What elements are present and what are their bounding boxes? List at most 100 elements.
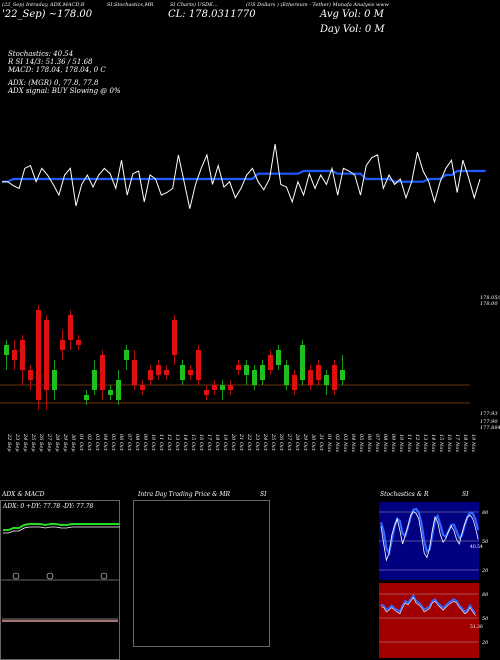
- date-label: 26 Oct: [278, 433, 284, 452]
- date-label: 31 Oct: [318, 434, 324, 452]
- mrsi-line-chart: [2, 144, 486, 209]
- candle-body: [132, 360, 137, 385]
- candle-body: [28, 370, 33, 380]
- date-label: 28 Oct: [294, 433, 300, 452]
- axis-label-low3: 177.8845: [480, 425, 500, 431]
- date-label: 23 Oct: [254, 433, 260, 452]
- date-label: 22 Sep: [6, 433, 12, 452]
- stochastics-readout: Stochastics: 40.54: [8, 50, 74, 58]
- adx-marker: [46, 572, 54, 580]
- date-label: 01 Nov: [326, 434, 332, 452]
- date-label: 28 Sep: [54, 433, 60, 452]
- adx-green-line: [3, 523, 120, 531]
- candle-body: [68, 315, 73, 340]
- candle-body: [260, 365, 265, 380]
- date-label: 27 Sep: [46, 433, 52, 452]
- avg-vol: Avg Vol: 0 M: [320, 9, 384, 20]
- date-label: 06 Nov: [366, 434, 372, 452]
- date-label: 04 Oct: [102, 434, 108, 452]
- candle-body: [300, 345, 305, 380]
- candle-body: [316, 365, 321, 380]
- date-label: 24 Oct: [262, 433, 268, 452]
- candle-body: [148, 370, 153, 380]
- date-label: 01 Oct: [78, 434, 84, 452]
- candle-body: [20, 340, 25, 370]
- adx-panel-title: ADX & MACD: [2, 491, 45, 498]
- adx-values: ADX: 0 +DY: 77.78 -DY: 77.78: [3, 503, 94, 510]
- rsi-readout: R SI 14/3: 51.36 / 51.68: [8, 58, 93, 66]
- date-label: 14 Oct: [182, 434, 188, 452]
- stoch-axis-label: 50: [482, 539, 489, 545]
- candle-body: [212, 385, 217, 390]
- date-label: 14 Nov: [430, 434, 436, 452]
- adx-macd-panel: [0, 500, 120, 660]
- date-label: 09 Nov: [390, 434, 396, 452]
- header-line1c: SI Charts) USDE...: [170, 2, 218, 8]
- adx-signal: ADX signal: BUY Slowing @ 0%: [8, 87, 121, 95]
- date-label: 30 Oct: [310, 434, 316, 452]
- date-label: 29 Oct: [302, 433, 308, 452]
- date-label: 02 Nov: [334, 434, 340, 452]
- axis-label-top: 178.05/50: [480, 295, 500, 301]
- stoch-si: SI: [462, 491, 469, 498]
- candle-body: [188, 370, 193, 375]
- candle-body: [332, 365, 337, 390]
- date-label: 05 Nov: [358, 434, 364, 452]
- date-label: 17 Nov: [454, 434, 460, 452]
- header-line1b: SI,Stochastics,MR: [107, 2, 154, 8]
- mrsi-white-line: [2, 144, 481, 209]
- date-label: 16 Oct: [198, 434, 204, 452]
- date-label: 10 Oct: [150, 434, 156, 452]
- candle-body: [60, 340, 65, 350]
- candle-body: [340, 370, 345, 380]
- stoch-rsi-panel: 80 50 20 80 50 20 40.54 51.36: [379, 502, 489, 658]
- date-label: 08 Nov: [382, 434, 388, 452]
- candle-body: [228, 385, 233, 390]
- candle-body: [172, 320, 177, 355]
- date-label: 11 Nov: [406, 434, 412, 452]
- intraday-title: Intra Day Trading Price & MR: [138, 491, 231, 498]
- adx-marker: [100, 572, 108, 580]
- date-label: 25 Oct: [270, 433, 276, 452]
- date-label: 21 Oct: [238, 433, 244, 452]
- date-label: 16 Nov: [446, 434, 452, 452]
- date-label: 25 Sep: [30, 433, 36, 452]
- date-label: 04 Nov: [350, 434, 356, 452]
- date-label: 06 Oct: [118, 434, 124, 452]
- candle-body: [164, 370, 169, 375]
- date-label: 17 Oct: [206, 434, 212, 452]
- date-label: 11 Oct: [158, 434, 164, 452]
- stoch-title: Stochastics & R: [380, 491, 429, 498]
- candle-body: [308, 370, 313, 385]
- candle-body: [76, 340, 81, 345]
- rsi-white-line: [380, 597, 476, 616]
- date-label: 03 Nov: [342, 434, 348, 452]
- candle-body: [292, 375, 297, 390]
- date-label: 20 Oct: [230, 433, 236, 452]
- candle-body: [36, 310, 41, 400]
- day-vol: Day Vol: 0 M: [320, 24, 385, 35]
- intraday-panel: [133, 500, 270, 647]
- date-label: 15 Nov: [438, 434, 444, 452]
- rsi-bg: [379, 583, 479, 658]
- adx-readout: ADX: (MGR) 0, 77.8, 77.8: [8, 79, 99, 87]
- candle-body: [100, 355, 105, 390]
- candle-body: [204, 390, 209, 395]
- candle-body: [220, 385, 225, 390]
- date-label: 27 Oct: [286, 433, 292, 452]
- header-line1: (22_Sep) Intraday, ADX,MACD,R: [2, 2, 85, 8]
- date-label: 19 Nov: [470, 434, 476, 452]
- date-label: 07 Nov: [374, 434, 380, 452]
- date-label: 22 Oct: [246, 433, 252, 452]
- axis-label-mid: 178.00: [480, 301, 498, 307]
- candle-body: [52, 370, 57, 390]
- date-label: 09 Oct: [142, 434, 148, 452]
- date-label: 23 Sep: [14, 433, 20, 452]
- date-label: 13 Nov: [422, 434, 428, 452]
- rsi-value: 51.36: [470, 624, 483, 630]
- date-axis: 22 Sep 23 Sep 24 Sep 25 Sep 26 Sep 27 Sep 28 S…: [6, 433, 476, 452]
- date-label: 19 Oct: [222, 434, 228, 452]
- axis-label-low1: 177.93: [480, 411, 498, 417]
- date-label: 12 Nov: [414, 434, 420, 452]
